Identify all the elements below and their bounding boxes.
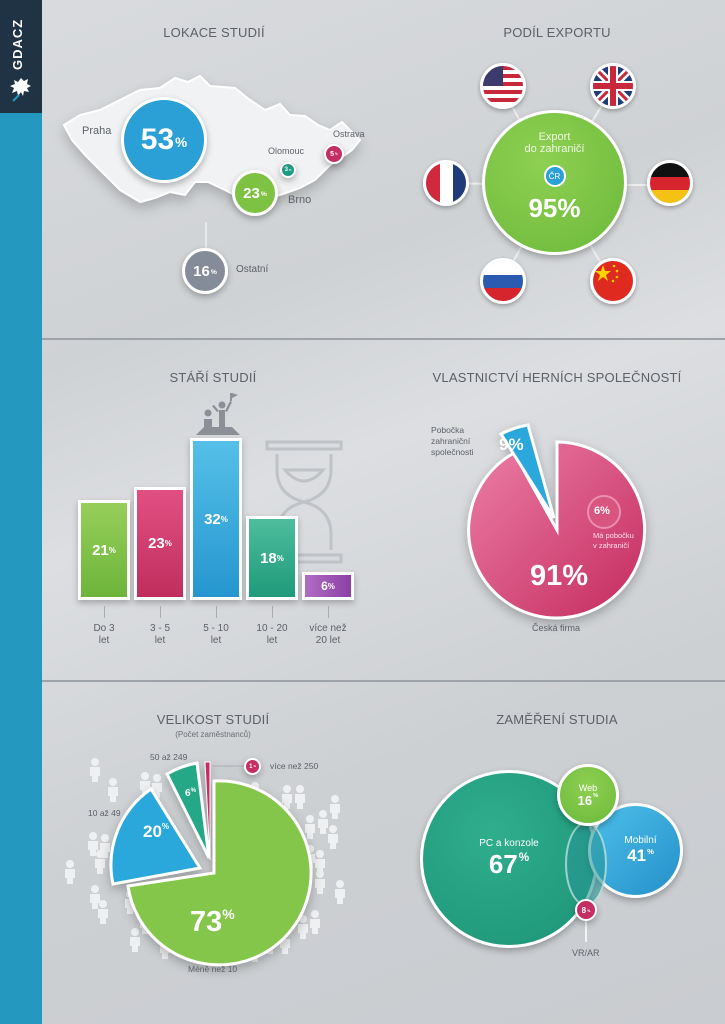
axis-tick: [160, 606, 161, 618]
foreign-label: Pobočka zahraniční společnosti: [431, 425, 474, 457]
bar-5-10: 32%: [190, 438, 242, 600]
bar-do-3: 21%: [78, 500, 130, 600]
flag-uk-icon: [590, 63, 636, 109]
slice-250-bubble: 1%: [244, 758, 261, 775]
overlap-lens: [565, 822, 607, 906]
lokace-title: LOKACE STUDIÍ: [163, 25, 265, 40]
section-divider: [42, 680, 725, 682]
vrar-label: VR/AR: [572, 948, 600, 958]
brno-bubble: 23%: [232, 170, 278, 216]
export-bubble: Export do zahraničí ČR 95%: [482, 110, 627, 255]
czech-map: [62, 74, 362, 204]
velikost-subtitle: (Počet zaměstnanců): [175, 730, 251, 739]
dragon-logo-icon: [10, 78, 31, 102]
slice-lt10-value: 73%: [190, 906, 235, 938]
x-label: více než 20 let: [309, 623, 347, 646]
flag-france-icon: [423, 160, 469, 206]
section-divider: [42, 338, 725, 340]
axis-tick: [216, 606, 217, 618]
slice-10-49-value: 20%: [143, 822, 170, 841]
olomouc-label: Olomouc: [268, 146, 305, 156]
velikost-title: VELIKOST STUDIÍ: [156, 712, 270, 727]
branch-value: 6%: [594, 505, 610, 517]
axis-tick: [328, 606, 329, 618]
axis-tick: [272, 606, 273, 618]
flag-russia-icon: [480, 258, 526, 304]
axis-tick: [104, 606, 105, 618]
foreign-value: 9%: [499, 435, 524, 454]
x-label: 5 - 10 let: [203, 623, 229, 646]
zamereni-title: ZAMĚŘENÍ STUDIA: [496, 712, 618, 727]
czech-value: 91%: [530, 560, 589, 592]
bar-20-plus: 6%: [302, 572, 354, 600]
export-value: 95%: [528, 193, 581, 223]
czech-label: Česká firma: [532, 623, 581, 633]
praha-label: Praha: [82, 125, 112, 137]
bar-10-20: 18%: [246, 516, 298, 600]
slice-lt10-label: Méně než 10: [188, 964, 238, 974]
branch-label: Má pobočku v zahraničí: [593, 531, 634, 550]
stari-title: STÁŘÍ STUDIÍ: [169, 370, 257, 385]
x-label: 10 - 20 let: [256, 623, 288, 646]
logo-text: GDACZ: [10, 18, 25, 70]
vlastnictvi-title: VLASTNICTVÍ HERNÍCH SPOLEČNOSTÍ: [432, 370, 682, 385]
size-pie: [109, 761, 313, 967]
ostrava-label: Ostrava: [333, 129, 365, 139]
logo: GDACZ: [0, 0, 42, 113]
slice-50-249-label: 50 až 249: [150, 752, 188, 762]
x-label: Do 3 let: [93, 623, 115, 646]
cr-badge: ČR: [543, 165, 566, 187]
ostatni-label: Ostatní: [236, 264, 269, 275]
web-circle: Web 16%: [557, 764, 619, 826]
slice-250-label: více než 250: [270, 761, 319, 771]
slice-10-49-label: 10 až 49: [88, 808, 121, 818]
ownership-pie: [467, 423, 647, 620]
flag-usa-icon: [480, 63, 526, 109]
slice-50-249-value: 6%: [185, 788, 196, 799]
ostrava-bubble: 5%: [324, 144, 344, 164]
flag-china-icon: [590, 258, 636, 304]
export-title: PODÍL EXPORTU: [503, 25, 611, 40]
summit-people-icon: [196, 393, 240, 435]
ostatni-bubble: 16%: [182, 248, 228, 294]
brno-label: Brno: [288, 194, 312, 206]
age-bar-chart: 21% 23% 32% 18% 6%: [78, 400, 358, 600]
vrar-connector: [585, 918, 587, 942]
x-label: 3 - 5 let: [149, 623, 171, 646]
bar-3-5: 23%: [134, 487, 186, 600]
ostatni-connector: [205, 222, 207, 250]
vrar-bubble: 8%: [575, 899, 597, 921]
flag-germany-icon: [647, 160, 693, 206]
sidebar: [0, 0, 42, 1024]
praha-bubble: 53%: [121, 97, 207, 183]
olomouc-bubble: 3%: [280, 162, 296, 178]
